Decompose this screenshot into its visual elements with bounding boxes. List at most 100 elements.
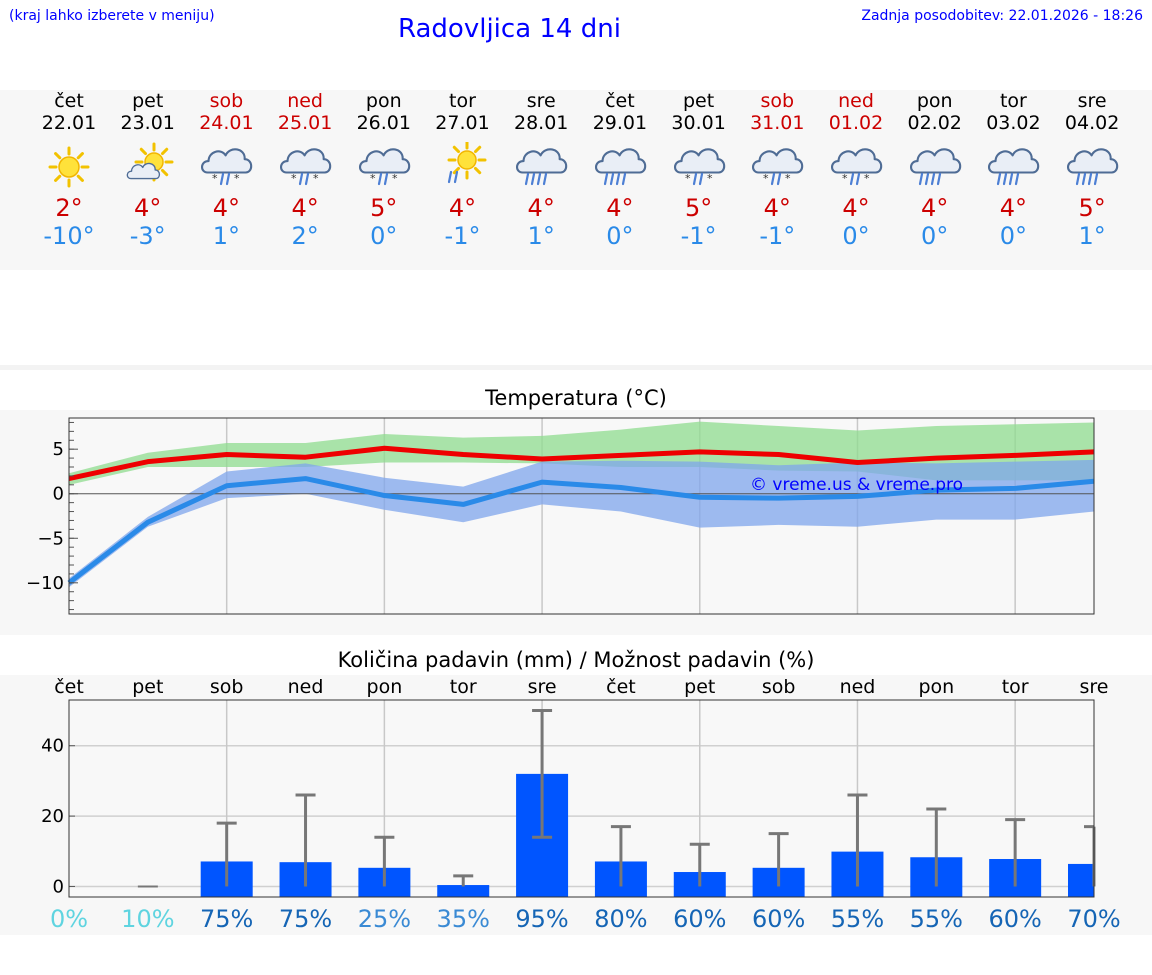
cloud-outline <box>358 148 411 174</box>
forecast-day: sre 28.01 4° 1° <box>501 90 581 250</box>
cloud-rain-icon <box>516 148 568 186</box>
plot-frame <box>68 417 1095 615</box>
forecast-day: pet 30.01 * * 5° -1° <box>659 90 739 250</box>
sun-disc <box>58 156 80 178</box>
temp-max: 5° <box>370 194 398 222</box>
sun-ray <box>452 145 460 154</box>
cloud-outline <box>988 148 1040 174</box>
precip-probability: 60% <box>988 905 1041 933</box>
rain-drop <box>918 172 923 186</box>
cloud-shape <box>1067 148 1119 174</box>
rain-drop <box>1009 172 1014 186</box>
watermark: © vreme.us & vreme.pro <box>750 475 963 495</box>
sun-shape <box>48 146 90 188</box>
cloud-outline <box>594 148 647 174</box>
rain-drop <box>615 172 620 186</box>
page-title: Radovljica 14 dni <box>398 14 621 44</box>
precipitation-chart: čet pet sob ned pon tor sre čet pet sob ned pon tor s… <box>41 676 1121 933</box>
cloud-rain-icon <box>1067 148 1119 186</box>
day-name: sob <box>760 90 795 112</box>
cloud-outline <box>280 148 332 174</box>
snow-flake: * <box>234 172 240 185</box>
cloud-shape <box>752 148 804 174</box>
temp-max: 4° <box>999 194 1028 222</box>
precip-probability: 60% <box>673 905 726 933</box>
sun-ray <box>160 147 168 156</box>
temp-max: 4° <box>291 194 319 222</box>
precip-probability: 75% <box>200 905 253 933</box>
cloud-shape <box>830 148 883 174</box>
cloud-shape <box>201 148 253 174</box>
snow-flake: * <box>763 172 769 185</box>
sun-ray <box>139 147 147 156</box>
cloud-outline <box>752 148 804 174</box>
y-tick-label: 0 <box>53 484 64 505</box>
cloud-shape <box>358 148 411 174</box>
rain-drop <box>1087 172 1093 186</box>
sun-ray <box>160 168 168 177</box>
temp-min: 0° <box>999 222 1028 250</box>
temp-max: 4° <box>921 194 949 222</box>
temp-min: 0° <box>842 222 870 250</box>
cloud-rain-snow-icon: * * <box>673 148 725 186</box>
rain-drop <box>609 172 614 186</box>
temp-min: 0° <box>921 222 949 250</box>
x-category-label: ned <box>840 676 876 698</box>
sun-cloud-icon <box>126 142 174 182</box>
temperature-chart-area: 5 0 −5 −10 © vreme.us & vreme.pro <box>0 410 1152 635</box>
x-category-label: tor <box>1002 676 1029 698</box>
rain-drop <box>525 172 530 186</box>
x-category-label: tor <box>450 676 477 698</box>
day-date: 31.01 <box>750 112 805 134</box>
rain-drop <box>936 172 941 186</box>
section-divider <box>0 365 1152 370</box>
forecast-day: ned 25.01 * * 4° 2° <box>265 90 345 250</box>
snow-flake: * <box>864 172 870 185</box>
precipitation-chart-title: Količina padavin (mm) / Možnost padavin … <box>337 648 815 672</box>
rain-drop <box>849 172 855 186</box>
cloud-shape <box>594 148 647 174</box>
cloud-outline <box>830 148 883 174</box>
cloud-rain-snow-icon: * * <box>280 148 332 186</box>
day-name: pon <box>916 90 953 112</box>
cloud-rain-snow-icon: * * <box>201 148 253 186</box>
forecast-day: sob 24.01 * * 4° 1° <box>186 90 266 250</box>
min-temp-band <box>69 459 1094 588</box>
sun-ray <box>76 174 84 182</box>
rain-drop <box>453 170 458 184</box>
y-tick-label: 40 <box>41 736 64 757</box>
day-date: 01.02 <box>828 112 884 134</box>
location-hint: (kraj lahko izberete v meniju) <box>9 8 215 24</box>
rain-drop <box>531 172 536 186</box>
rain-drop <box>447 170 452 184</box>
rain-drop <box>924 172 929 186</box>
rain-drop <box>855 172 861 186</box>
temp-max: 4° <box>606 194 634 222</box>
day-date: 24.01 <box>199 112 254 134</box>
rain-drop <box>383 172 388 186</box>
day-name: tor <box>449 90 476 112</box>
day-date: 23.01 <box>120 112 175 134</box>
temp-min: -3° <box>129 222 166 250</box>
cloud-shape <box>673 148 725 174</box>
temp-min: 1° <box>212 222 241 250</box>
temp-min: -1° <box>444 222 481 250</box>
forecast-day: čet 29.01 4° 0° <box>580 90 660 250</box>
cloud-shape <box>516 148 568 174</box>
temp-max: 4° <box>842 194 870 222</box>
temp-min: -1° <box>759 222 796 250</box>
sun-rain-icon <box>447 142 486 184</box>
temp-min: 1° <box>1078 222 1106 250</box>
y-tick-label: −5 <box>37 528 64 549</box>
snow-flake: * <box>707 172 713 185</box>
cloud-outline <box>673 148 725 174</box>
sun-ray <box>473 145 481 154</box>
rain-drop <box>1075 172 1081 186</box>
rain-drop <box>777 172 782 186</box>
precip-probability: 0% <box>50 905 88 933</box>
day-date: 27.01 <box>435 112 490 134</box>
day-name: pet <box>132 90 164 112</box>
precip-probability: 80% <box>594 905 647 933</box>
forecast-day: tor 03.02 4° 0° <box>973 90 1053 250</box>
day-name: sre <box>1077 90 1107 112</box>
